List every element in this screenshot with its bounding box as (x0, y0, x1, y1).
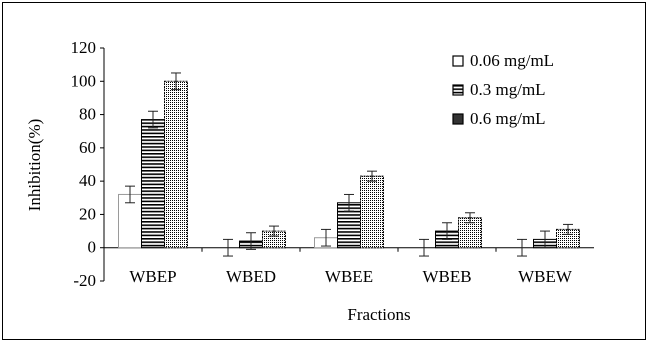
legend-swatch (452, 84, 464, 96)
x-tick-label: WBEB (422, 267, 471, 286)
y-tick-label: 120 (71, 38, 97, 57)
bar (360, 175, 384, 249)
x-tick-label: WBED (226, 267, 276, 286)
legend-label: 0.06 mg/mL (470, 51, 554, 70)
x-axis-title: Fractions (347, 305, 410, 324)
y-tick-label: 80 (79, 105, 96, 124)
bars (118, 80, 580, 249)
y-tick-label: 40 (79, 171, 96, 190)
error-bars (125, 72, 573, 257)
axis-labels: 120 100 80 60 40 20 0 -20 WBEP WBED WBEE WBEB WBEW Fr… (25, 38, 573, 324)
x-tick-label: WBEW (518, 267, 573, 286)
legend-label: 0.6 mg/mL (470, 109, 546, 128)
bar (262, 230, 286, 249)
y-axis-title: Inhibition(%) (25, 119, 44, 212)
legend-swatch (452, 55, 464, 67)
bar (458, 217, 482, 249)
legend-label: 0.3 mg/mL (470, 80, 546, 99)
y-tick-label: 100 (71, 71, 97, 90)
y-tick-label: 0 (88, 238, 97, 257)
bar (556, 228, 580, 249)
y-tick-label: 20 (79, 204, 96, 223)
y-tick-label: -20 (73, 271, 96, 290)
bar (141, 119, 165, 249)
x-tick-label: WBEE (325, 267, 373, 286)
y-tick-label: 60 (79, 138, 96, 157)
bar (164, 80, 188, 249)
legend-swatch (452, 113, 464, 125)
x-tick-label: WBEP (129, 267, 176, 286)
chart-frame (2, 2, 646, 340)
legend: 0.06 mg/mL 0.3 mg/mL 0.6 mg/mL (452, 51, 554, 128)
